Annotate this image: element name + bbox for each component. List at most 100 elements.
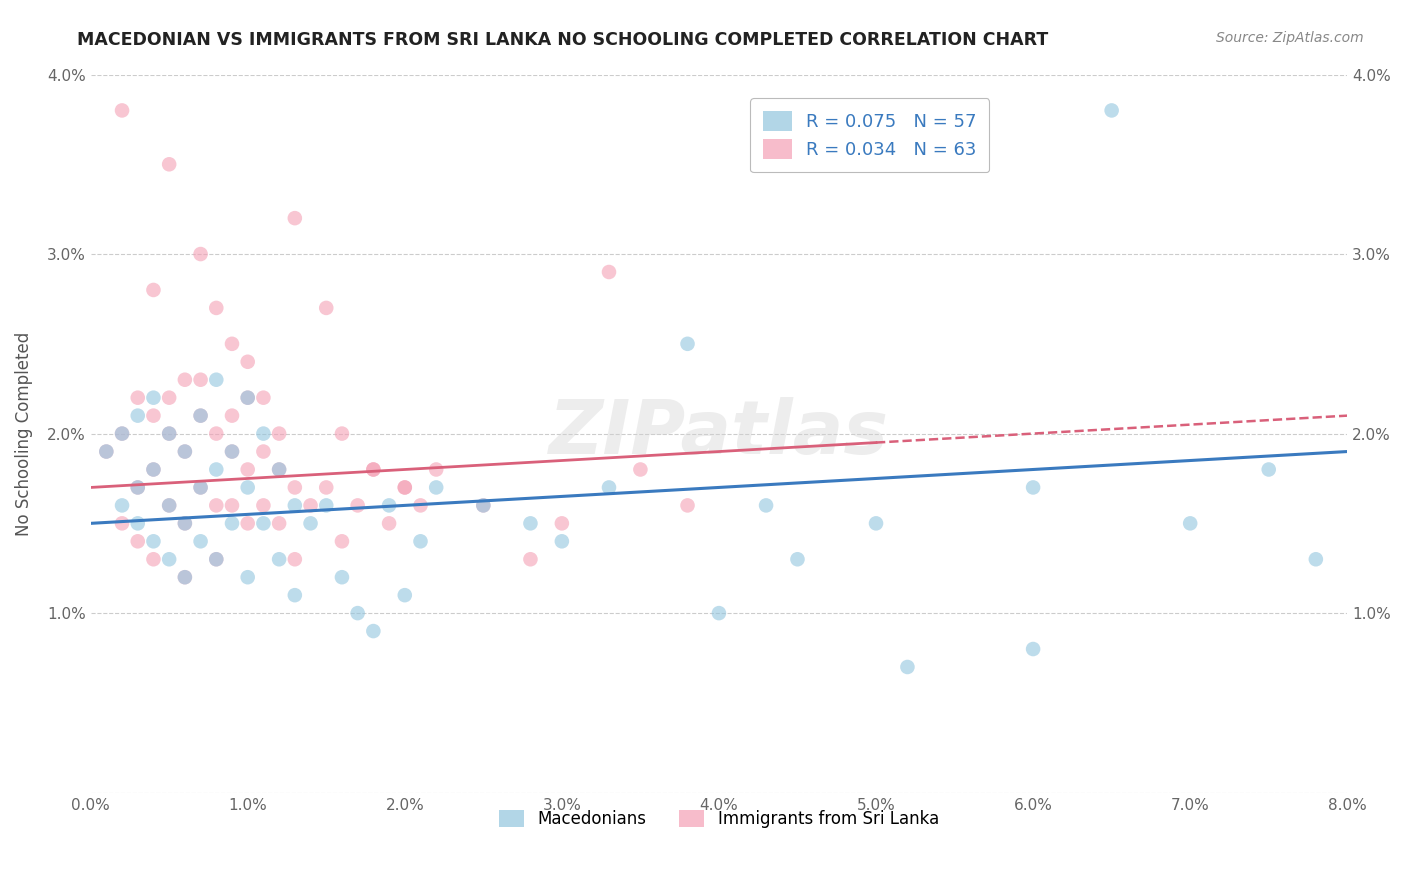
Point (315, 301, 337, 315)
Point (363, 624, 385, 638)
Point (205, 301, 228, 315)
Point (269, 462, 291, 476)
Point (346, 499, 368, 513)
Point (315, 499, 337, 513)
Text: Source: ZipAtlas.com: Source: ZipAtlas.com (1216, 31, 1364, 45)
Point (127, 534, 149, 549)
Text: MACEDONIAN VS IMMIGRANTS FROM SRI LANKA NO SCHOOLING COMPLETED CORRELATION CHART: MACEDONIAN VS IMMIGRANTS FROM SRI LANKA … (77, 31, 1049, 49)
Point (173, 570, 195, 584)
Point (330, 534, 353, 549)
Point (551, 534, 574, 549)
Point (157, 426, 180, 441)
Point (142, 283, 165, 297)
Point (269, 462, 291, 476)
Point (707, 606, 730, 620)
Point (394, 588, 416, 602)
Point (111, 426, 134, 441)
Text: ZIPatlas: ZIPatlas (548, 397, 889, 470)
Point (190, 373, 212, 387)
Point (111, 103, 134, 118)
Point (190, 534, 212, 549)
Point (1101, 103, 1123, 118)
Point (299, 499, 322, 513)
Point (205, 552, 228, 566)
Point (173, 373, 195, 387)
Point (1180, 516, 1202, 531)
Point (676, 499, 699, 513)
Point (1305, 552, 1327, 566)
Point (205, 462, 228, 476)
Point (551, 516, 574, 531)
Point (142, 552, 165, 566)
Point (111, 426, 134, 441)
Point (252, 499, 274, 513)
Point (221, 444, 243, 458)
Point (394, 480, 416, 494)
Point (142, 534, 165, 549)
Point (142, 462, 165, 476)
Point (1257, 462, 1279, 476)
Point (299, 516, 322, 531)
Point (284, 211, 307, 226)
Point (252, 516, 274, 531)
Point (236, 570, 259, 584)
Point (330, 426, 353, 441)
Point (221, 499, 243, 513)
Point (157, 499, 180, 513)
Point (127, 391, 149, 405)
Point (519, 552, 541, 566)
Point (252, 444, 274, 458)
Point (472, 499, 495, 513)
Point (236, 391, 259, 405)
Point (221, 444, 243, 458)
Point (221, 516, 243, 531)
Point (127, 480, 149, 494)
Point (96, 444, 118, 458)
Point (190, 480, 212, 494)
Point (157, 552, 180, 566)
Y-axis label: No Schooling Completed: No Schooling Completed (15, 332, 32, 536)
Point (190, 409, 212, 423)
Point (142, 391, 165, 405)
Point (157, 391, 180, 405)
Point (173, 516, 195, 531)
Point (190, 247, 212, 261)
Point (173, 516, 195, 531)
Point (269, 552, 291, 566)
Point (252, 426, 274, 441)
Point (205, 373, 228, 387)
Point (1022, 642, 1045, 657)
Point (755, 499, 778, 513)
Point (236, 355, 259, 369)
Point (173, 444, 195, 458)
Point (157, 426, 180, 441)
Point (252, 391, 274, 405)
Point (205, 426, 228, 441)
Point (236, 462, 259, 476)
Point (142, 462, 165, 476)
Point (205, 552, 228, 566)
Point (190, 409, 212, 423)
Point (598, 265, 620, 279)
Point (1022, 480, 1045, 494)
Point (363, 462, 385, 476)
Point (284, 480, 307, 494)
Point (205, 499, 228, 513)
Point (378, 516, 401, 531)
Point (896, 660, 918, 674)
Point (127, 409, 149, 423)
Point (409, 499, 432, 513)
Point (472, 499, 495, 513)
Point (425, 480, 447, 494)
Point (111, 499, 134, 513)
Point (346, 606, 368, 620)
Point (236, 480, 259, 494)
Point (236, 516, 259, 531)
Point (284, 588, 307, 602)
Point (598, 480, 620, 494)
Point (96, 444, 118, 458)
Point (127, 516, 149, 531)
Point (330, 570, 353, 584)
Point (628, 462, 651, 476)
Point (519, 516, 541, 531)
